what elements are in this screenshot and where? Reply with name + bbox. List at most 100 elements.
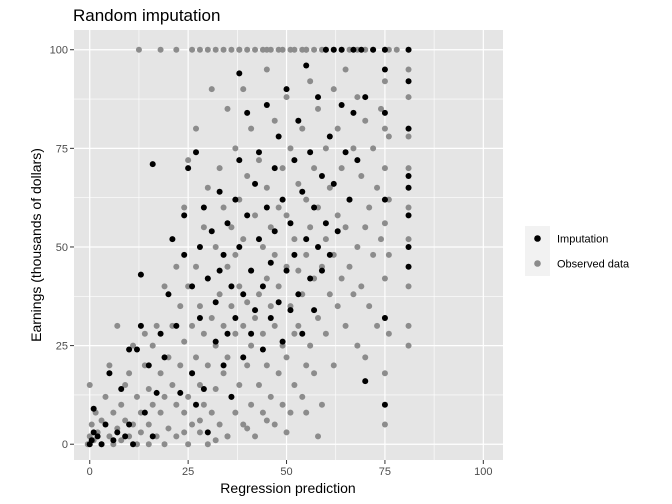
imputation-point [267,259,274,266]
imputation-point [220,362,227,369]
imputation-point [122,433,129,440]
observed-point [303,362,310,369]
imputation-point [267,314,274,321]
imputation-point [326,133,333,140]
observed-point [326,184,333,191]
observed-point [255,157,262,164]
observed-point [381,421,388,428]
imputation-point [279,338,286,345]
imputation-point [149,161,156,168]
observed-point [181,429,188,436]
imputation-point [295,117,302,124]
observed-point [405,236,412,243]
imputation-point [405,78,412,85]
observed-point [177,362,184,369]
observed-point [271,251,278,258]
imputation-point [291,251,298,258]
observed-point [193,263,200,270]
legend: Imputation Observed data [525,226,630,276]
observed-point [342,66,349,73]
observed-point [311,165,318,172]
observed-point [271,117,278,124]
observed-point [315,314,322,321]
imputation-point [240,354,247,361]
imputation-point [212,338,219,345]
observed-point [185,441,192,448]
observed-point [130,342,137,349]
observed-point [303,251,310,258]
observed-point [259,330,266,337]
imputation-point [90,405,97,412]
observed-point [220,370,227,377]
observed-point [263,417,270,424]
observed-point [157,46,164,53]
imputation-point [299,188,306,195]
observed-point [330,86,337,93]
observed-point [370,145,377,152]
imputation-point [88,437,95,444]
observed-point [338,165,345,172]
observed-point [283,354,290,361]
observed-point [275,204,282,211]
imputation-point [322,46,329,53]
imputation-point [228,283,235,290]
imputation-point [126,421,133,428]
observed-point [126,370,133,377]
observed-point [216,421,223,428]
x-tick-label: 25 [182,466,194,478]
observed-point [303,409,310,416]
imputation-point [236,243,243,250]
observed-point [393,46,400,53]
observed-point [240,322,247,329]
observed-point [354,342,361,349]
x-axis: 0 25 50 75 100 [87,460,493,478]
imputation-point [291,157,298,164]
imputation-point [381,196,388,203]
observed-point [216,291,223,298]
observed-point [295,180,302,187]
imputation-point [318,267,325,274]
imputation-point [275,133,282,140]
observed-point [405,66,412,73]
imputation-point [133,346,140,353]
observed-point [366,204,373,211]
observed-point [224,263,231,270]
observed-point [240,236,247,243]
observed-point [263,66,270,73]
imputation-point [240,291,247,298]
observed-point [200,224,207,231]
y-axis-title: Earnings (thousands of dollars) [28,148,44,342]
x-tick-label: 75 [379,466,391,478]
imputation-point [216,267,223,274]
observed-point [181,204,188,211]
observed-point [189,322,196,329]
observed-point [200,401,207,408]
plot-panel [74,30,503,460]
imputation-point [141,409,148,416]
observed-point [315,105,322,112]
observed-point [291,382,298,389]
imputation-point [232,314,239,321]
observed-point [342,224,349,231]
observed-point [173,401,180,408]
observed-point [204,46,211,53]
observed-point [232,251,239,258]
observed-point [381,220,388,227]
imputation-point [255,236,262,243]
observed-point [362,117,369,124]
observed-point [385,133,392,140]
imputation-point [295,291,302,298]
observed-point [374,322,381,329]
imputation-point [204,429,211,436]
observed-point [200,330,207,337]
observed-point [381,165,388,172]
observed-point [315,433,322,440]
observed-point [185,157,192,164]
observed-point [153,322,160,329]
observed-point [193,125,200,132]
imputation-point [255,149,262,156]
observed-point [212,46,219,53]
imputation-point [200,204,207,211]
imputation-point [342,149,349,156]
observed-point [271,322,278,329]
